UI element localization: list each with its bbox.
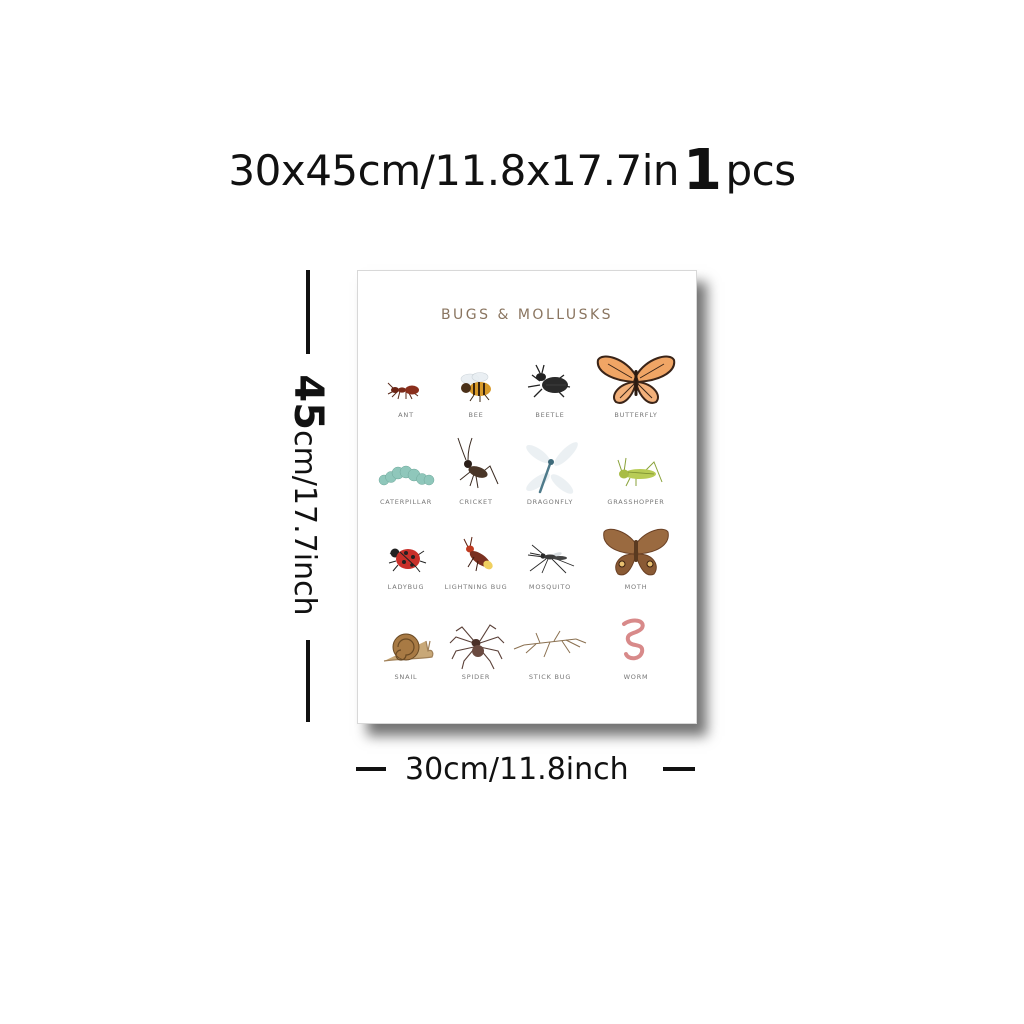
height-dimension-label: 45cm/17.7inch [285, 374, 331, 615]
moth-icon [603, 528, 669, 576]
butterfly-icon [596, 355, 676, 404]
mosquito-icon [527, 544, 575, 574]
poster-item-label: BUTTERFLY [614, 411, 658, 419]
poster-item-spider: SPIDER [434, 617, 518, 687]
height-unit-text: cm/17.7inch [287, 430, 322, 616]
quantity-unit: pcs [725, 146, 796, 195]
ant-icon [387, 382, 419, 400]
height-dimension-bar-top [306, 270, 310, 354]
width-dimension-label: 30cm/11.8inch [405, 752, 629, 787]
poster-item-dragonfly: DRAGONFLY [508, 442, 592, 512]
poster-item-label: SNAIL [394, 673, 418, 681]
poster-item-label: GRASSHOPPER [607, 498, 665, 506]
lightning-bug-icon [463, 536, 493, 572]
poster-item-worm: WORM [594, 617, 678, 687]
poster-item-ant: ANT [364, 355, 448, 425]
stick-bug-icon [513, 630, 587, 658]
poster-item-beetle: BEETLE [508, 355, 592, 425]
width-dimension-bar-left [356, 767, 386, 771]
caterpillar-icon [378, 465, 435, 486]
poster-item-label: MOSQUITO [528, 583, 572, 591]
spider-icon [449, 624, 505, 670]
dragonfly-icon [526, 442, 578, 494]
worm-icon [622, 618, 645, 661]
cricket-icon [457, 437, 499, 489]
poster-item-label: ANT [398, 411, 414, 419]
poster-item-label: STICK BUG [528, 673, 572, 681]
poster-item-label: BEETLE [535, 411, 565, 419]
height-dimension-bar-bottom [306, 640, 310, 722]
bee-icon [460, 372, 491, 402]
poster-item-mosquito: MOSQUITO [508, 527, 592, 597]
quantity-number: 1 [682, 138, 722, 203]
height-number: 45 [285, 374, 331, 431]
poster-item-butterfly: BUTTERFLY [594, 355, 678, 425]
grasshopper-icon [617, 457, 663, 487]
poster-item-cricket: CRICKET [434, 437, 518, 512]
poster-item-grasshopper: GRASSHOPPER [594, 442, 678, 512]
width-dimension-bar-right [663, 767, 695, 771]
snail-icon [383, 633, 434, 662]
poster-item-label: BEE [468, 411, 484, 419]
size-text: 30x45cm/11.8x17.7in [228, 146, 679, 195]
ladybug-icon [388, 548, 427, 573]
poster: BUGS & MOLLUSKS ANT BEE [357, 270, 697, 724]
poster-item-caterpillar: CATERPILLAR [364, 442, 448, 512]
poster-item-label: CRICKET [459, 498, 493, 506]
poster-item-ladybug: LADYBUG [364, 527, 448, 597]
poster-item-label: WORM [623, 673, 649, 681]
poster-item-label: DRAGONFLY [526, 498, 574, 506]
poster-item-label: SPIDER [461, 673, 491, 681]
beetle-icon [527, 364, 571, 398]
poster-item-moth: MOTH [594, 527, 678, 597]
poster-item-snail: SNAIL [364, 617, 448, 687]
poster-item-lightning-bug: LIGHTNING BUG [434, 527, 518, 597]
poster-title: BUGS & MOLLUSKS [440, 307, 614, 323]
poster-item-stick-bug: STICK BUG [508, 617, 592, 687]
poster-item-label: CATERPILLAR [379, 498, 433, 506]
size-headline: 30x45cm/11.8x17.7in1pcs [0, 138, 1024, 203]
poster-item-label: MOTH [624, 583, 648, 591]
poster-item-label: LIGHTNING BUG [444, 583, 508, 591]
poster-item-bee: BEE [434, 355, 518, 425]
poster-item-label: LADYBUG [387, 583, 425, 591]
